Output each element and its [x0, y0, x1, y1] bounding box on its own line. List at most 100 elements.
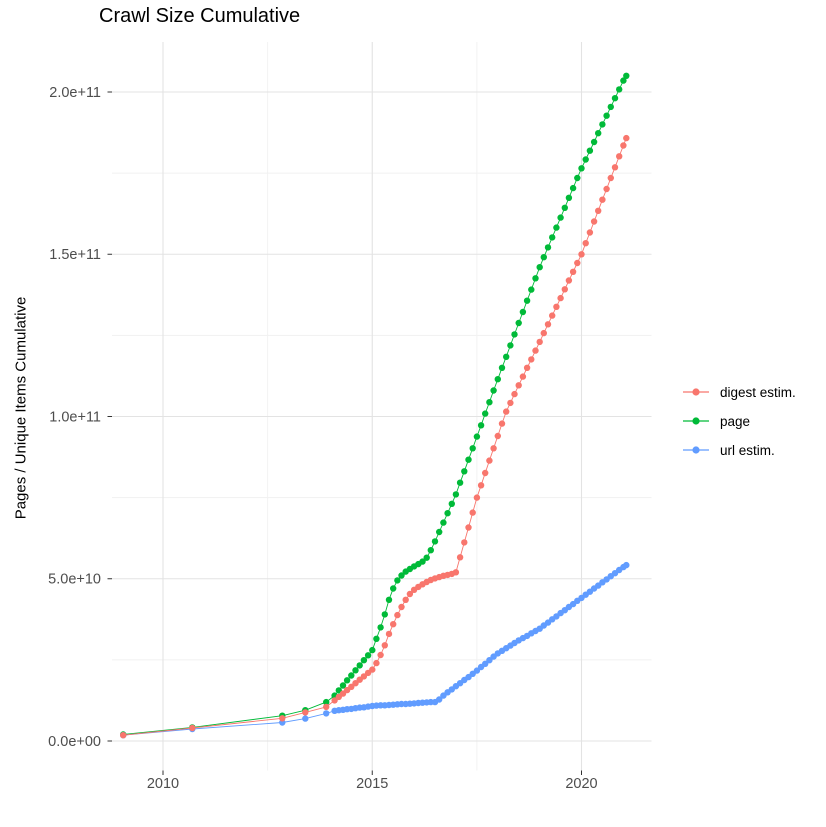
series-line-digestestim [123, 137, 627, 736]
data-point-digestestim [603, 185, 610, 193]
data-point-digestestim [607, 174, 614, 182]
data-point-digestestim [586, 229, 594, 236]
data-point-page [611, 95, 619, 102]
data-point-page [511, 331, 518, 338]
data-point-digestestim [482, 469, 489, 477]
data-point-page [528, 286, 535, 293]
data-point-page [519, 308, 527, 316]
data-point-page [578, 165, 585, 172]
data-point-page [323, 698, 330, 706]
data-point-page [507, 342, 514, 349]
data-point-digestestim [532, 347, 539, 354]
data-point-digestestim [528, 356, 535, 363]
legend-item-digest: digest estim. [681, 384, 796, 400]
y-tick-label: 5.0e+10 [48, 572, 101, 588]
data-point-page [343, 677, 351, 684]
data-point-page [473, 433, 481, 440]
data-point-page [616, 86, 623, 93]
data-point-digestestim [590, 218, 598, 225]
data-point-urlestim [486, 657, 493, 664]
data-point-digestestim [557, 294, 564, 302]
data-point-digestestim [369, 666, 376, 673]
data-point-page [394, 577, 401, 584]
data-point-digestestim [456, 554, 464, 561]
data-point-page [544, 244, 552, 251]
data-point-digestestim [561, 286, 568, 293]
data-point-page [498, 364, 506, 371]
data-point-digestestim [565, 277, 573, 284]
data-point-page [465, 456, 472, 463]
data-point-digestestim [498, 420, 506, 427]
data-point-digestestim [461, 539, 468, 546]
page-title: Crawl Size Cumulative [99, 5, 301, 27]
data-point-urlestim [302, 715, 309, 722]
url-series-key-icon [683, 446, 709, 454]
legend: digest estim. page url estim. [681, 384, 796, 471]
data-point-page [482, 410, 489, 417]
data-point-digestestim [523, 364, 531, 371]
data-point-digestestim [402, 596, 409, 603]
data-point-page [469, 445, 476, 452]
data-point-page [356, 662, 363, 669]
data-point-page [339, 682, 347, 689]
x-tick-label: 2015 [356, 776, 388, 792]
data-point-page [536, 264, 543, 271]
data-point-urlestim [436, 696, 443, 703]
data-point-digestestim [120, 732, 127, 739]
data-point-page [574, 174, 581, 182]
data-point-page [364, 652, 372, 659]
data-point-digestestim [473, 494, 481, 501]
data-point-page [523, 297, 531, 304]
data-point-digestestim [623, 134, 630, 142]
data-point-digestestim [503, 408, 510, 415]
data-point-digestestim [360, 673, 368, 680]
data-point-urlestim [623, 561, 630, 569]
data-point-urlestim [473, 667, 481, 674]
data-point-digestestim [511, 390, 518, 398]
data-point-digestestim [348, 683, 355, 690]
y-axis-title: Pages / Unique Items Cumulative [12, 296, 30, 520]
data-point-page [385, 596, 393, 603]
data-point-digestestim [611, 164, 619, 171]
data-point-page [456, 479, 464, 486]
data-point-page [623, 72, 630, 80]
data-point-digestestim [507, 399, 514, 407]
data-point-digestestim [352, 680, 359, 687]
data-point-digestestim [595, 207, 602, 214]
data-point-digestestim [582, 240, 589, 247]
data-point-digestestim [519, 373, 527, 380]
data-point-page [369, 646, 376, 654]
data-point-digestestim [331, 697, 338, 704]
data-point-urlestim [323, 710, 330, 717]
data-point-page [540, 254, 547, 261]
data-point-page [461, 468, 468, 475]
data-point-page [348, 672, 355, 679]
data-point-digestestim [616, 153, 623, 160]
data-point-page [553, 224, 560, 231]
data-point-digestestim [599, 196, 606, 203]
y-tick-label: 2.0e+11 [49, 85, 101, 101]
data-point-page [486, 399, 493, 406]
data-point-page [490, 387, 497, 394]
page-series-key-icon [683, 417, 709, 425]
data-point-digestestim [553, 303, 560, 310]
data-point-page [477, 422, 485, 429]
data-point-page [377, 624, 384, 631]
legend-item-page: page [681, 413, 796, 429]
data-point-digestestim [536, 338, 543, 346]
data-point-page [494, 376, 501, 383]
data-point-page [444, 510, 451, 517]
data-point-digestestim [452, 569, 460, 576]
x-tick-label: 2010 [147, 776, 179, 792]
data-point-digestestim [486, 457, 493, 464]
data-point-digestestim [323, 703, 330, 711]
legend-label-digest: digest estim. [720, 384, 796, 400]
data-point-digestestim [515, 382, 522, 389]
data-point-page [532, 275, 539, 282]
y-tick-label: 1.5e+11 [49, 247, 101, 263]
data-point-digestestim [544, 321, 552, 328]
data-point-digestestim [578, 251, 585, 258]
data-point-page [569, 184, 577, 192]
data-point-page [586, 147, 594, 154]
